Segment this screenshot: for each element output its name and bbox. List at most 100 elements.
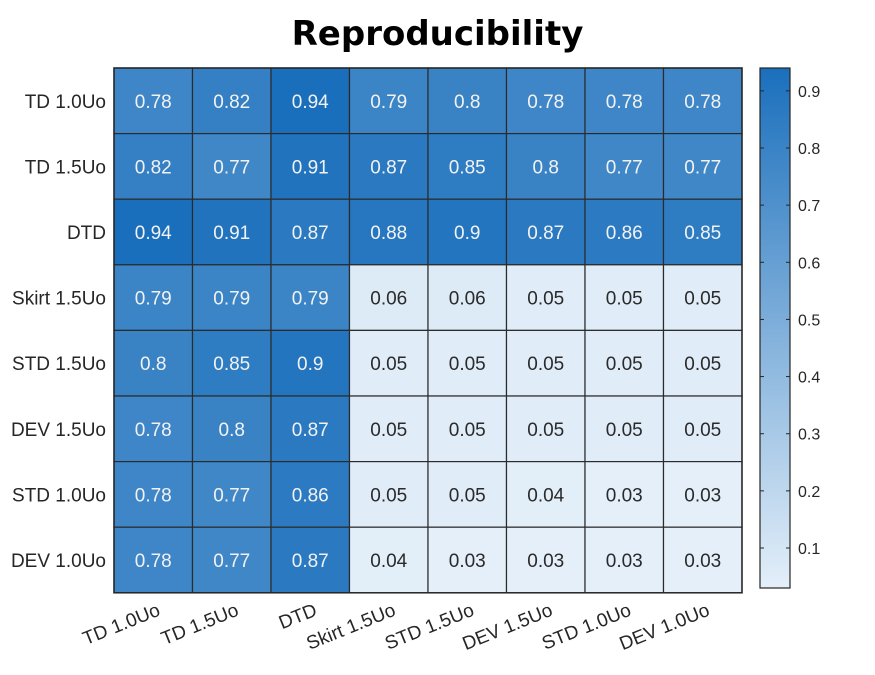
- heatmap-cell: [584, 198, 665, 266]
- heatmap-cell: [662, 133, 743, 200]
- cell-value-label: 0.8: [140, 354, 166, 375]
- colorbar-tick-label: 0.5: [798, 312, 820, 329]
- cell-value-label: 0.86: [292, 485, 329, 506]
- cell-value-label: 0.05: [606, 354, 643, 375]
- y-tick-label: TD 1.5Uo: [25, 157, 106, 178]
- y-tick-label: DEV 1.5Uo: [11, 420, 106, 441]
- heatmap-cell: [270, 461, 351, 528]
- x-tick-label: STD 1.5Uo: [382, 600, 477, 655]
- heatmap-cell: [191, 198, 272, 266]
- cell-value-label: 0.05: [449, 354, 486, 375]
- heatmap-cell: [584, 133, 665, 200]
- heatmap-cell: [662, 395, 743, 463]
- heatmap-cell: [348, 461, 429, 528]
- cell-value-label: 0.78: [527, 92, 564, 113]
- cell-value-label: 0.03: [527, 551, 564, 572]
- colorbar-tick-label: 0.3: [798, 427, 820, 444]
- cell-value-label: 0.78: [684, 92, 721, 113]
- cell-value-label: 0.05: [527, 289, 564, 310]
- cell-value-label: 0.86: [606, 223, 643, 244]
- colorbar-tick-label: 0.1: [798, 541, 820, 558]
- cell-value-label: 0.05: [449, 420, 486, 441]
- colorbar-tick-label: 0.4: [798, 370, 820, 387]
- heatmap-cell: [270, 67, 351, 135]
- heatmap-cell: [505, 329, 586, 397]
- colorbar-tick-label: 0.8: [798, 141, 820, 158]
- cell-value-label: 0.03: [449, 551, 486, 572]
- cell-value-label: 0.87: [370, 157, 407, 178]
- y-tick-label: STD 1.5Uo: [12, 354, 106, 375]
- heatmap-cell: [427, 198, 508, 266]
- cell-value-label: 0.03: [684, 485, 721, 506]
- cell-value-label: 0.05: [684, 420, 721, 441]
- heatmap-cell: [427, 264, 508, 331]
- cell-value-label: 0.05: [527, 354, 564, 375]
- cell-value-label: 0.05: [606, 420, 643, 441]
- heatmap-cell: [584, 461, 665, 528]
- cell-value-label: 0.85: [449, 157, 486, 178]
- heatmap-cell: [662, 526, 743, 594]
- cell-value-label: 0.87: [527, 223, 564, 244]
- cell-value-label: 0.03: [606, 485, 643, 506]
- cell-value-label: 0.04: [527, 485, 564, 506]
- cell-value-label: 0.9: [454, 223, 480, 244]
- x-tick-label: STD 1.0Uo: [539, 600, 634, 655]
- colorbar-tick-label: 0.9: [798, 84, 820, 101]
- heatmap-cell: [191, 264, 272, 331]
- x-tick-label: TD 1.0Uo: [80, 600, 163, 650]
- cell-value-label: 0.77: [213, 485, 250, 506]
- cell-value-label: 0.06: [449, 289, 486, 310]
- heatmap-cell: [113, 264, 194, 331]
- heatmap-cell: [662, 461, 743, 528]
- cell-value-label: 0.79: [135, 289, 172, 310]
- heatmap-cell: [584, 526, 665, 594]
- cell-value-label: 0.05: [606, 289, 643, 310]
- cell-value-label: 0.8: [454, 92, 480, 113]
- heatmap-cell: [348, 526, 429, 594]
- cell-value-label: 0.78: [135, 485, 172, 506]
- colorbar: [759, 67, 791, 589]
- colorbar-tick-label: 0.6: [798, 255, 820, 272]
- heatmap-cell: [662, 198, 743, 266]
- cell-value-label: 0.05: [370, 420, 407, 441]
- cell-value-label: 0.94: [135, 223, 172, 244]
- heatmap-cell: [505, 133, 586, 200]
- cell-value-label: 0.9: [297, 354, 323, 375]
- heatmap-cell: [113, 395, 194, 463]
- cell-value-label: 0.77: [213, 551, 250, 572]
- y-tick-label: DEV 1.0Uo: [11, 551, 106, 572]
- cell-value-label: 0.03: [606, 551, 643, 572]
- cell-value-label: 0.8: [533, 157, 559, 178]
- y-tick-label: DTD: [67, 223, 106, 244]
- y-tick-label: STD 1.0Uo: [12, 485, 106, 506]
- heatmap-cell: [348, 198, 429, 266]
- heatmap-cell: [427, 395, 508, 463]
- heatmap-cell: [270, 395, 351, 463]
- cell-value-label: 0.82: [213, 92, 250, 113]
- x-tick-label: DEV 1.0Uo: [617, 600, 713, 655]
- cell-value-label: 0.79: [292, 289, 329, 310]
- cell-value-label: 0.78: [135, 551, 172, 572]
- cell-value-label: 0.87: [292, 223, 329, 244]
- cell-value-label: 0.78: [606, 92, 643, 113]
- cell-value-label: 0.8: [219, 420, 245, 441]
- heatmap-cell: [348, 133, 429, 200]
- heatmap-cell: [191, 526, 272, 594]
- heatmap-cell: [662, 67, 743, 135]
- heatmap-cell: [270, 198, 351, 266]
- heatmap-cell: [505, 198, 586, 266]
- cell-value-label: 0.05: [527, 420, 564, 441]
- cell-value-label: 0.85: [213, 354, 250, 375]
- cell-value-label: 0.79: [370, 92, 407, 113]
- heatmap-cell: [505, 526, 586, 594]
- x-tick-label: Skirt 1.5Uo: [304, 600, 399, 655]
- cell-value-label: 0.91: [292, 157, 329, 178]
- heatmap-cell: [113, 198, 194, 266]
- cell-value-label: 0.05: [370, 354, 407, 375]
- x-tick-label: TD 1.5Uo: [158, 600, 241, 650]
- cell-value-label: 0.85: [684, 223, 721, 244]
- heatmap-cell: [270, 329, 351, 397]
- cell-value-label: 0.78: [135, 92, 172, 113]
- chart-title: Reproducibility: [291, 14, 584, 54]
